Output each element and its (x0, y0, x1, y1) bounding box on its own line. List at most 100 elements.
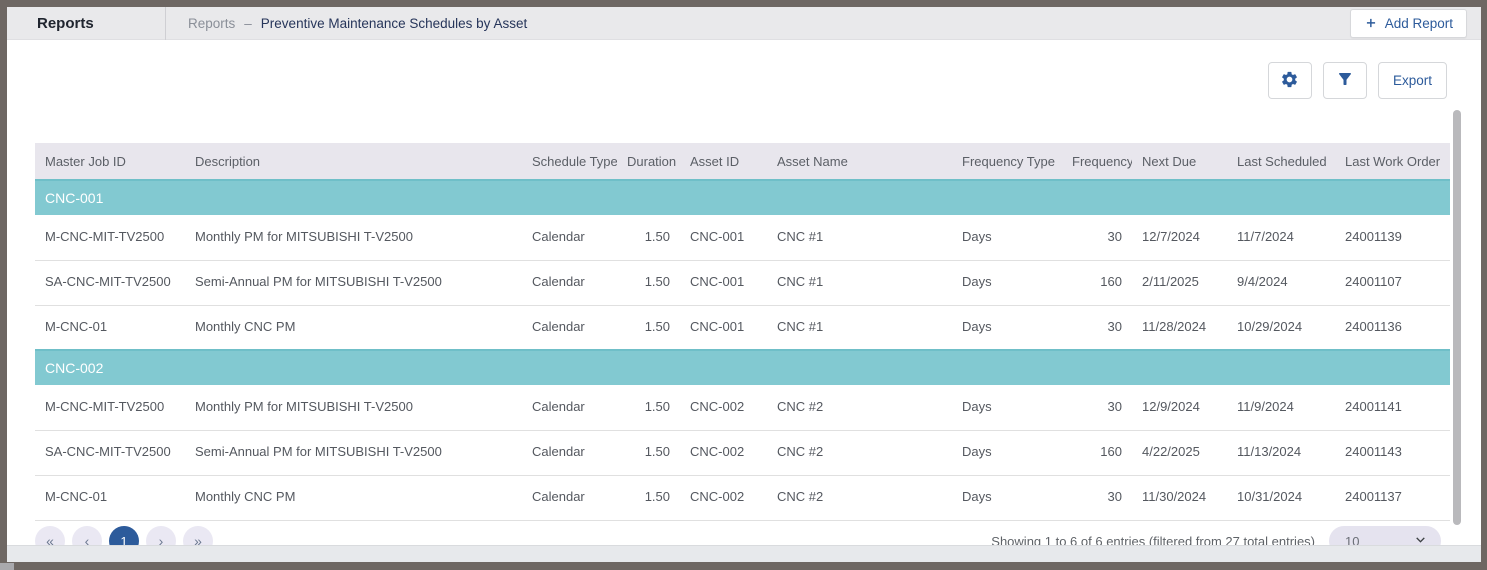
table-row[interactable]: M-CNC-MIT-TV2500 Monthly PM for MITSUBISH… (35, 215, 1450, 261)
table-cell: 11/30/2024 (1132, 475, 1227, 521)
table-cell: Calendar (522, 475, 617, 521)
table-row[interactable]: M-CNC-MIT-TV2500 Monthly PM for MITSUBISH… (35, 385, 1450, 431)
table-cell: 24001107 (1335, 260, 1450, 306)
add-report-button[interactable]: Add Report (1349, 8, 1467, 38)
chevron-left-icon: ‹ (84, 533, 90, 549)
chevron-right-icon: › (158, 533, 164, 549)
table-cell: 10/31/2024 (1227, 475, 1335, 521)
table-cell: 24001136 (1335, 305, 1450, 351)
table-cell: Monthly PM for MITSUBISHI T-V2500 (185, 215, 522, 261)
group-header-row[interactable]: CNC-002 (35, 349, 1450, 385)
column-header-asset-name[interactable]: Asset Name (767, 143, 952, 180)
table-cell: 24001137 (1335, 475, 1450, 521)
filter-icon (1336, 70, 1354, 91)
table-cell: 1.50 (617, 475, 680, 521)
table-cell: 30 (1062, 475, 1132, 521)
table-cell: 24001143 (1335, 430, 1450, 476)
table-cell: 11/13/2024 (1227, 430, 1335, 476)
table-cell: 160 (1062, 430, 1132, 476)
column-header-frequency[interactable]: Frequency (1062, 143, 1132, 180)
entries-summary: Showing 1 to 6 of 6 entries (filtered fr… (991, 533, 1315, 549)
table-cell: Calendar (522, 430, 617, 476)
table-cell: SA-CNC-MIT-TV2500 (35, 260, 185, 306)
breadcrumb: Reports – Preventive Maintenance Schedul… (166, 16, 1350, 31)
table-cell: 1.50 (617, 385, 680, 431)
table-cell: 11/7/2024 (1227, 215, 1335, 261)
column-header-last-work-order[interactable]: Last Work Order (1335, 143, 1450, 180)
table-cell: CNC #1 (767, 260, 952, 306)
table-cell: CNC #2 (767, 385, 952, 431)
table-cell: CNC #2 (767, 475, 952, 521)
breadcrumb-current: Preventive Maintenance Schedules by Asse… (260, 15, 528, 31)
table-row[interactable]: M-CNC-01 Monthly CNC PM Calendar 1.50 CNC-00… (35, 305, 1450, 351)
table-cell: Monthly PM for MITSUBISHI T-V2500 (185, 385, 522, 431)
table-cell: Calendar (522, 215, 617, 261)
topbar-divider (165, 7, 166, 40)
table-row[interactable]: SA-CNC-MIT-TV2500 Semi-Annual PM for MITS… (35, 430, 1450, 476)
column-header-schedule-type[interactable]: Schedule Type (522, 143, 617, 180)
table-cell: M-CNC-MIT-TV2500 (35, 215, 185, 261)
breadcrumb-separator: – (244, 15, 252, 31)
table-cell: 11/28/2024 (1132, 305, 1227, 351)
table-cell: SA-CNC-MIT-TV2500 (35, 430, 185, 476)
breadcrumb-parent[interactable]: Reports (188, 15, 236, 31)
column-header-description[interactable]: Description (185, 143, 522, 180)
table-cell: 24001141 (1335, 385, 1450, 431)
table-cell: 1.50 (617, 260, 680, 306)
table-container: Master Job ID Description Schedule Type Dur… (35, 143, 1450, 521)
page-title: Reports (37, 14, 94, 32)
table-cell: 1.50 (617, 305, 680, 351)
group-header-row[interactable]: CNC-001 (35, 179, 1450, 215)
settings-button[interactable] (1267, 62, 1312, 99)
table-cell: M-CNC-MIT-TV2500 (35, 385, 185, 431)
footer-strip (7, 545, 1481, 562)
table-cell: CNC-001 (680, 215, 767, 261)
column-header-asset-id[interactable]: Asset ID (680, 143, 767, 180)
column-header-frequency-type[interactable]: Frequency Type (952, 143, 1062, 180)
table-cell: 1.50 (617, 430, 680, 476)
table-row[interactable]: SA-CNC-MIT-TV2500 Semi-Annual PM for MITS… (35, 260, 1450, 306)
table-toolbar: Export (1267, 62, 1447, 99)
vertical-scrollbar[interactable] (1453, 110, 1461, 525)
table-cell: 30 (1062, 385, 1132, 431)
table-cell: Days (952, 215, 1062, 261)
table-cell: 12/7/2024 (1132, 215, 1227, 261)
export-label: Export (1392, 73, 1432, 88)
table-cell: Days (952, 430, 1062, 476)
table-cell: CNC-002 (680, 385, 767, 431)
app-window: Reports Reports – Preventive Maintenance… (7, 7, 1481, 562)
add-report-label: Add Report (1384, 15, 1453, 31)
top-bar: Reports Reports – Preventive Maintenance… (7, 7, 1481, 40)
table-cell: 30 (1062, 305, 1132, 351)
table-cell: 4/22/2025 (1132, 430, 1227, 476)
table-cell: CNC #2 (767, 430, 952, 476)
table-cell: M-CNC-01 (35, 475, 185, 521)
table-cell: Semi-Annual PM for MITSUBISHI T-V2500 (185, 430, 522, 476)
export-button[interactable]: Export (1377, 62, 1447, 99)
double-chevron-left-icon: « (46, 533, 54, 549)
table-row[interactable]: M-CNC-01 Monthly CNC PM Calendar 1.50 CNC-00… (35, 475, 1450, 521)
table-cell: Days (952, 475, 1062, 521)
column-header-last-scheduled[interactable]: Last Scheduled (1227, 143, 1335, 180)
table-cell: Calendar (522, 260, 617, 306)
plus-icon (1364, 16, 1378, 30)
group-label: CNC-001 (35, 179, 1450, 215)
table-cell: 30 (1062, 215, 1132, 261)
table-cell: 1.50 (617, 215, 680, 261)
column-header-master-job-id[interactable]: Master Job ID (35, 143, 185, 180)
column-header-next-due[interactable]: Next Due (1132, 143, 1227, 180)
table-cell: CNC-001 (680, 305, 767, 351)
gear-icon (1280, 70, 1299, 92)
table-cell: CNC #1 (767, 215, 952, 261)
table-cell: 9/4/2024 (1227, 260, 1335, 306)
table-header-row: Master Job ID Description Schedule Type Dur… (35, 143, 1450, 180)
report-card: Export Master Job ID Description Schedule … (7, 40, 1481, 556)
table-cell: CNC-001 (680, 260, 767, 306)
double-chevron-right-icon: » (194, 533, 202, 549)
group-label: CNC-002 (35, 349, 1450, 385)
filter-button[interactable] (1322, 62, 1367, 99)
column-header-duration[interactable]: Duration (617, 143, 680, 180)
table-cell: 12/9/2024 (1132, 385, 1227, 431)
table-cell: CNC-002 (680, 430, 767, 476)
